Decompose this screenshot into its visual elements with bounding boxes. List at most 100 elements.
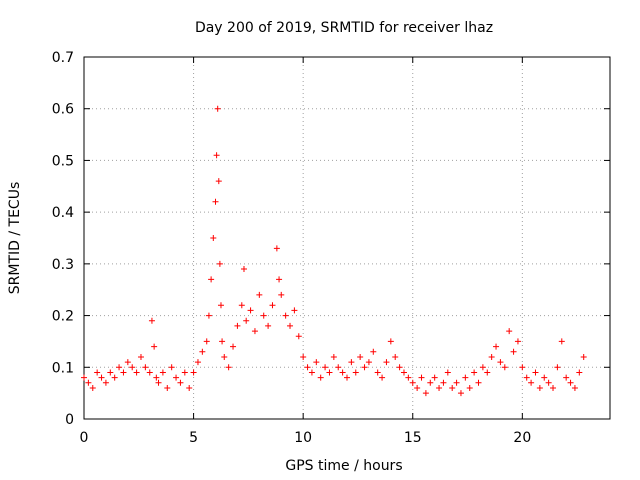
data-point: [234, 322, 241, 329]
data-point: [444, 369, 451, 376]
data-point: [265, 322, 272, 329]
data-point: [137, 353, 144, 360]
data-point: [85, 379, 92, 386]
data-point: [405, 374, 412, 381]
data-point: [501, 364, 508, 371]
axis-ticks: 0 5 10 15 20 0 0.1 0.2 0.3 0.4 0.5 0.6 0.7: [52, 50, 610, 446]
data-point: [203, 338, 210, 345]
data-point: [497, 359, 504, 366]
data-point: [392, 353, 399, 360]
data-point: [225, 364, 232, 371]
data-point: [168, 364, 175, 371]
data-point: [514, 338, 521, 345]
data-point: [462, 374, 469, 381]
data-point: [173, 374, 180, 381]
data-point: [212, 198, 219, 205]
data-point: [148, 317, 155, 324]
grid-lines: [84, 57, 610, 419]
data-point: [216, 260, 223, 267]
x-axis-label: GPS time / hours: [285, 458, 402, 474]
data-point: [440, 379, 447, 386]
data-point: [330, 353, 337, 360]
data-point: [205, 312, 212, 319]
data-point: [282, 312, 289, 319]
data-point: [475, 379, 482, 386]
x-tick-label: 0: [80, 430, 89, 446]
data-point: [194, 359, 201, 366]
data-point: [129, 364, 136, 371]
data-point: [153, 374, 160, 381]
data-point: [519, 364, 526, 371]
data-point: [576, 369, 583, 376]
data-point: [545, 379, 552, 386]
data-point: [256, 291, 263, 298]
y-tick-label: 0.2: [52, 309, 74, 325]
data-point: [181, 369, 188, 376]
data-point: [210, 235, 217, 241]
data-point: [278, 291, 285, 298]
data-point: [287, 322, 294, 329]
data-point: [111, 374, 118, 381]
data-point: [208, 276, 215, 283]
y-axis-label: SRMTID / TECUs: [7, 182, 23, 295]
x-tick-label: 10: [294, 430, 312, 446]
data-point: [348, 359, 355, 366]
x-tick-label: 20: [513, 430, 531, 446]
data-point: [427, 379, 434, 386]
data-point: [215, 178, 222, 185]
data-point: [214, 105, 221, 112]
y-tick-label: 0: [65, 412, 74, 428]
data-point: [580, 353, 587, 360]
data-point: [146, 369, 153, 376]
data-point: [541, 374, 548, 381]
data-point: [300, 353, 307, 360]
data-point: [523, 374, 530, 381]
data-point: [550, 384, 557, 391]
data-point: [107, 369, 114, 376]
data-point: [528, 379, 535, 386]
data-point: [317, 374, 324, 381]
data-point: [120, 369, 127, 376]
data-point: [247, 307, 254, 314]
y-tick-label: 0.6: [52, 102, 74, 118]
data-point: [159, 369, 166, 376]
data-point: [357, 353, 364, 360]
data-point: [155, 379, 162, 386]
data-point: [493, 343, 500, 350]
data-point: [124, 359, 131, 366]
data-point: [457, 390, 464, 397]
data-point: [558, 338, 565, 345]
data-point: [453, 379, 460, 386]
data-point: [532, 369, 539, 376]
data-point: [409, 379, 416, 386]
data-point: [422, 390, 429, 397]
data-point: [414, 384, 421, 391]
data-point: [243, 317, 250, 324]
data-point: [471, 369, 478, 376]
data-point: [322, 364, 329, 371]
data-point: [238, 302, 245, 309]
data-point: [102, 379, 109, 386]
data-point: [142, 364, 149, 371]
y-tick-label: 0.7: [52, 50, 74, 66]
chart-title: Day 200 of 2019, SRMTID for receiver lha…: [195, 20, 493, 36]
data-point: [352, 369, 359, 376]
data-series: [81, 105, 587, 397]
data-point: [177, 379, 184, 386]
data-point: [431, 374, 438, 381]
data-point: [387, 338, 394, 345]
data-point: [116, 364, 123, 371]
y-tick-label: 0.1: [52, 360, 74, 376]
y-tick-label: 0.4: [52, 205, 74, 221]
data-point: [313, 359, 320, 366]
data-point: [488, 353, 495, 360]
data-point: [379, 374, 386, 381]
data-point: [230, 343, 237, 350]
data-point: [190, 369, 197, 376]
data-point: [273, 245, 280, 252]
data-point: [295, 333, 302, 340]
data-point: [151, 343, 158, 350]
data-point: [308, 369, 315, 376]
data-point: [396, 364, 403, 371]
